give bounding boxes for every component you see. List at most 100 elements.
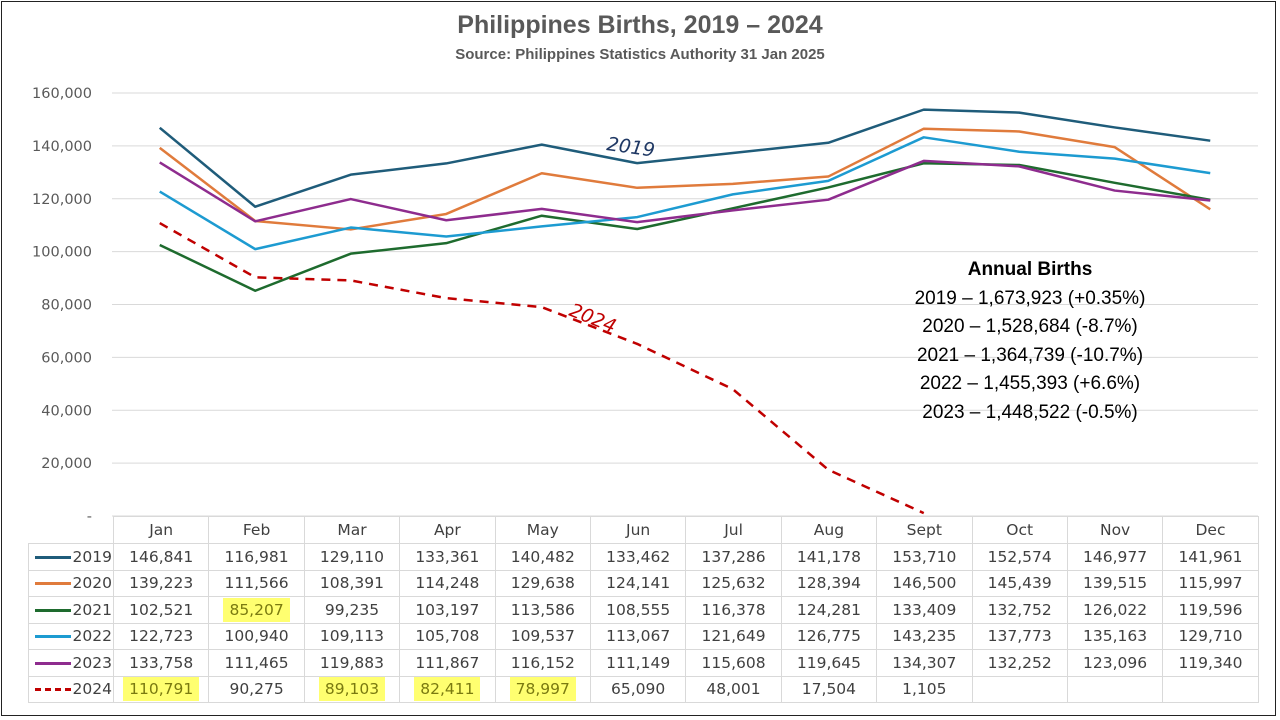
legend-label: 2019 xyxy=(72,547,112,566)
table-cell xyxy=(1066,675,1164,703)
x-tick-label: Nov xyxy=(1066,516,1164,544)
table-cell: 99,235 xyxy=(303,596,401,624)
x-tick-label: Jan xyxy=(112,516,210,544)
data-label: 17,504 xyxy=(801,680,857,699)
table-cell: 133,361 xyxy=(399,543,496,571)
x-tick-label: May xyxy=(494,516,591,544)
data-label: 113,586 xyxy=(510,600,575,619)
table-row: 2019 146,841 116,981 129,110 133,361 140,482 1… xyxy=(28,543,1259,571)
legend-swatch xyxy=(34,582,71,586)
table-cell: 89,103 xyxy=(303,675,401,703)
data-label: 133,361 xyxy=(415,547,480,566)
table-cell: 141,961 xyxy=(1162,543,1259,571)
data-label: 124,281 xyxy=(796,600,861,619)
data-label: 103,197 xyxy=(415,600,480,619)
table-cell: 113,067 xyxy=(589,622,687,650)
data-label: 143,235 xyxy=(892,627,957,646)
data-label: 116,981 xyxy=(224,547,289,566)
table-cell: 133,758 xyxy=(112,649,210,677)
legend-swatch xyxy=(34,688,71,692)
data-label: 133,758 xyxy=(129,653,194,672)
data-label: 111,465 xyxy=(224,653,289,672)
table-cell: 126,775 xyxy=(780,622,878,650)
table-cell: 128,394 xyxy=(780,569,878,597)
table-row: 2020 139,223 111,566 108,391 114,248 129,638 1… xyxy=(28,569,1259,597)
table-cell: 17,504 xyxy=(780,675,878,703)
series-line-2019 xyxy=(158,108,1211,208)
data-label: 125,632 xyxy=(701,574,766,593)
y-tick-label: 120,000 xyxy=(32,192,92,208)
table-cell: 1,105 xyxy=(876,675,973,703)
table-row: 2021 102,521 85,207 99,235 103,197 113,586 108… xyxy=(28,596,1259,624)
data-label: 116,152 xyxy=(510,653,575,672)
data-table: Jan Feb Mar Apr May Jun Jul Aug Sept Oct Nov Dec 201… xyxy=(28,516,1259,703)
data-label: 135,163 xyxy=(1083,627,1148,646)
data-label-highlighted: 110,791 xyxy=(123,677,200,702)
table-cell: 102,521 xyxy=(112,596,210,624)
data-label: 137,286 xyxy=(701,547,766,566)
table-cell: 116,378 xyxy=(685,596,782,624)
y-tick-label: 140,000 xyxy=(32,139,92,155)
data-label: 108,391 xyxy=(319,574,385,593)
data-label: 115,997 xyxy=(1178,574,1243,593)
table-cell: 125,632 xyxy=(685,569,782,597)
table-cell: 119,340 xyxy=(1162,649,1259,677)
annual-line-2021: 2021 – 1,364,739 (-10.7%) xyxy=(916,344,1144,366)
legend-entry-2023: 2023 xyxy=(28,649,114,677)
gridlines xyxy=(112,92,1258,517)
data-label: 122,723 xyxy=(129,627,194,646)
table-cell: 133,462 xyxy=(589,543,687,571)
chart-title: Philippines Births, 2019 – 2024 xyxy=(457,11,823,39)
table-cell: 108,391 xyxy=(303,569,401,597)
table-cell: 133,409 xyxy=(876,596,973,624)
x-tick-label: Feb xyxy=(208,516,305,544)
data-label: 129,710 xyxy=(1178,627,1243,646)
table-row: 2024 110,791 90,275 89,103 82,411 78,997 65,09… xyxy=(28,675,1259,703)
data-label: 140,482 xyxy=(510,547,575,566)
legend-entry-2024: 2024 xyxy=(28,675,114,703)
table-cell: 110,791 xyxy=(112,675,210,703)
data-label: 126,022 xyxy=(1083,600,1148,619)
table-cell: 139,515 xyxy=(1066,569,1164,597)
data-label: 139,223 xyxy=(129,574,194,593)
data-label: 153,710 xyxy=(892,547,957,566)
table-cell: 119,596 xyxy=(1162,596,1259,624)
table-cell: 65,090 xyxy=(589,675,687,703)
table-cell: 115,997 xyxy=(1162,569,1259,597)
table-cell: 146,841 xyxy=(112,543,210,571)
table-row: 2022 122,723 100,940 109,113 105,708 109,537 1… xyxy=(28,622,1259,650)
data-label: 109,537 xyxy=(510,627,575,646)
legend-label: 2024 xyxy=(72,680,112,699)
annual-births-box: Annual Births 2019 – 1,673,923 (+0.35%) … xyxy=(880,256,1180,427)
table-cell: 105,708 xyxy=(399,622,496,650)
data-label: 113,067 xyxy=(606,627,671,646)
annual-line-2022: 2022 – 1,455,393 (+6.6%) xyxy=(919,373,1141,394)
data-label: 119,340 xyxy=(1178,653,1243,672)
y-tick-label: 40,000 xyxy=(41,403,92,419)
data-label: 145,439 xyxy=(987,574,1052,593)
table-cell: 116,152 xyxy=(494,649,591,677)
x-tick-label: Jul xyxy=(685,516,782,544)
legend-swatch xyxy=(34,661,71,665)
table-cell: 145,439 xyxy=(971,569,1068,597)
table-cell: 134,307 xyxy=(876,649,973,677)
table-cell: 132,752 xyxy=(971,596,1068,624)
legend-label: 2023 xyxy=(72,653,112,672)
data-label: 146,977 xyxy=(1083,547,1148,566)
legend-swatch xyxy=(34,635,71,639)
table-cell: 111,867 xyxy=(399,649,496,677)
data-label: 65,090 xyxy=(611,680,666,699)
table-cell xyxy=(1162,675,1259,703)
table-cell: 137,773 xyxy=(971,622,1068,650)
data-label: 99,235 xyxy=(324,600,380,619)
table-row: 2023 133,758 111,465 119,883 111,867 116,152 1… xyxy=(28,649,1259,677)
data-label: 115,608 xyxy=(701,653,766,672)
table-cell: 126,022 xyxy=(1066,596,1164,624)
data-label: 129,110 xyxy=(319,547,385,566)
data-label: 109,113 xyxy=(319,627,385,646)
y-tick-label: 60,000 xyxy=(41,350,92,366)
table-cell: 115,608 xyxy=(685,649,782,677)
data-label: 48,001 xyxy=(706,680,761,699)
table-cell: 119,645 xyxy=(780,649,878,677)
